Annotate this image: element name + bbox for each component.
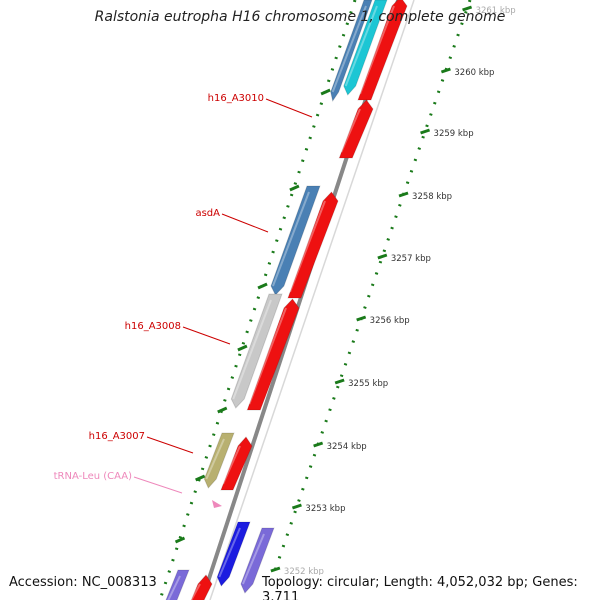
cog-bar-cyan xyxy=(343,0,388,96)
cds-arrow-h16-A3007 xyxy=(220,436,253,491)
gene-label: h16_A3007 xyxy=(89,431,145,442)
inner-major-tick xyxy=(320,88,331,96)
cog-bar-h16-A3008 xyxy=(230,293,283,409)
tick-label: 3252 kbp xyxy=(284,567,324,577)
inner-major-tick xyxy=(217,406,228,414)
gene-label: asdA xyxy=(195,208,220,219)
inner-major-tick xyxy=(174,536,186,544)
cds-arrow-h16-A3008 xyxy=(246,298,300,411)
tick-label: 3255 kbp xyxy=(348,379,388,389)
cds-arrow-h16-A3008-shine xyxy=(248,307,287,405)
cog-bar-h16-A3007-shine xyxy=(205,438,225,480)
cds-arrow-h16-A3010 xyxy=(338,99,374,159)
cog-bar-asdA-shine xyxy=(272,191,310,287)
tick-label: 3260 kbp xyxy=(454,68,494,78)
tick-label: 3256 kbp xyxy=(370,316,410,326)
tick-label: 3261 kbp xyxy=(476,6,516,16)
cds-arrow-bottom xyxy=(190,574,213,600)
tick-label: 3258 kbp xyxy=(412,192,452,202)
gene-label: h16_A3010 xyxy=(208,93,264,104)
trna-leu-arrow xyxy=(212,500,222,508)
major-tick-mark xyxy=(291,503,302,510)
cds-arrow-h16-A3007-shine xyxy=(222,445,241,485)
inner-major-tick xyxy=(237,344,248,352)
major-tick-mark xyxy=(377,253,388,260)
cds-arrow-h16-A3010-shine xyxy=(340,108,361,153)
major-tick-mark xyxy=(356,315,367,322)
gene-label-leader xyxy=(133,476,183,494)
major-tick-mark xyxy=(398,191,409,198)
tick-label: 3254 kbp xyxy=(327,442,367,452)
cds-arrow-asdA xyxy=(287,191,339,299)
gene-label-leader xyxy=(146,436,194,454)
cog-bar-purple-shine xyxy=(241,533,265,585)
cog-bar-steelblue-top-shine xyxy=(331,5,367,93)
cog-bar-purple-bottom-shine xyxy=(167,575,181,600)
inner-major-tick xyxy=(195,474,206,482)
cog-bar-h16-A3008-shine xyxy=(232,299,272,400)
major-tick-mark xyxy=(420,128,431,135)
cog-bar-blue-shine xyxy=(218,527,241,578)
major-tick-mark xyxy=(334,378,345,385)
cog-bar-cyan-shine xyxy=(344,5,378,87)
cog-bar-purple-bottom xyxy=(165,569,190,600)
cds-arrow-asdA-shine xyxy=(289,200,326,293)
gene-label-leader xyxy=(182,326,231,345)
cds-arrow-top xyxy=(357,0,408,101)
inner-major-tick xyxy=(257,282,268,290)
tick-label: 3257 kbp xyxy=(391,254,431,264)
backbone-edge xyxy=(209,0,415,600)
gene-label: tRNA-Leu (CAA) xyxy=(54,471,132,482)
cds-arrow-top-shine xyxy=(359,5,395,95)
cds-arrow-bottom-shine xyxy=(190,583,201,600)
outer-tick-ladder xyxy=(263,0,472,600)
major-tick-mark xyxy=(462,5,473,12)
major-tick-mark xyxy=(270,566,281,573)
map-title: Ralstonia eutropha H16 chromosome 1, com… xyxy=(94,9,506,25)
tick-label: 3259 kbp xyxy=(434,129,474,139)
tick-label: 3253 kbp xyxy=(305,504,345,514)
genome-summary-text: Topology: circular; Length: 4,052,032 bp… xyxy=(262,575,600,600)
cog-bar-asdA xyxy=(270,185,321,296)
inner-major-tick xyxy=(289,184,300,192)
gene-label-leader xyxy=(221,213,269,233)
cog-bar-purple xyxy=(240,527,275,594)
cog-bar-h16-A3007 xyxy=(203,432,235,489)
cog-bar-blue xyxy=(216,521,251,587)
accession-text: Accession: NC_008313 xyxy=(9,575,157,590)
gene-label-leader xyxy=(265,98,313,118)
gene-label: h16_A3008 xyxy=(125,321,181,332)
major-tick-mark xyxy=(313,441,324,448)
major-tick-mark xyxy=(440,67,451,74)
cog-bar-steelblue-top xyxy=(330,0,373,103)
